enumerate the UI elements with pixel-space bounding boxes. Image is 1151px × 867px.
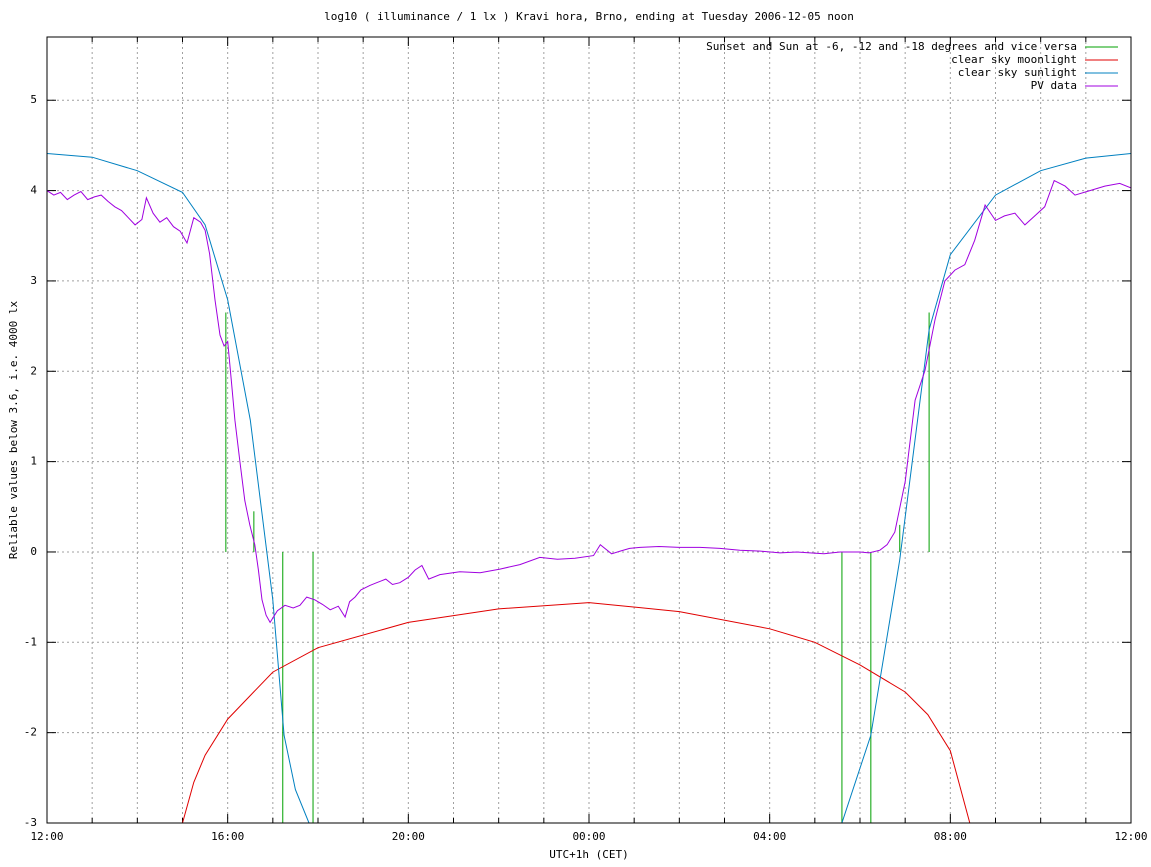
x-tick-label: 12:00: [1114, 830, 1147, 843]
y-tick-label: -3: [24, 816, 37, 829]
y-tick-label: 5: [30, 93, 37, 106]
x-tick-label: 08:00: [934, 830, 967, 843]
x-tick-label: 12:00: [30, 830, 63, 843]
series-line: [47, 179, 1131, 624]
y-tick-label: 1: [30, 455, 37, 468]
chart-title: log10 ( illuminance / 1 lx ) Kravi hora,…: [324, 10, 854, 23]
plot-frame: [46, 36, 1132, 824]
x-tick-label: 20:00: [392, 830, 425, 843]
y-tick-label: -1: [24, 635, 37, 648]
x-tick-label: 16:00: [211, 830, 244, 843]
x-tick-label: 00:00: [572, 830, 605, 843]
series-line: [182, 602, 971, 823]
legend-label: PV data: [1031, 79, 1077, 92]
y-tick-label: 2: [30, 364, 37, 377]
y-tick-label: 3: [30, 274, 37, 287]
y-tick-label: 4: [30, 184, 37, 197]
x-tick-label: 04:00: [753, 830, 786, 843]
series-line: [47, 153, 1131, 823]
x-axis-label: UTC+1h (CET): [549, 848, 628, 861]
legend-label: clear sky sunlight: [958, 66, 1077, 79]
legend-label: Sunset and Sun at -6, -12 and -18 degree…: [706, 40, 1077, 53]
y-axis-label: Reliable values below 3.6, i.e. 4000 lx: [7, 300, 20, 559]
y-tick-label: 0: [30, 545, 37, 558]
legend-label: clear sky moonlight: [951, 53, 1077, 66]
plot-area: [47, 153, 1131, 823]
y-tick-label: -2: [24, 726, 37, 739]
